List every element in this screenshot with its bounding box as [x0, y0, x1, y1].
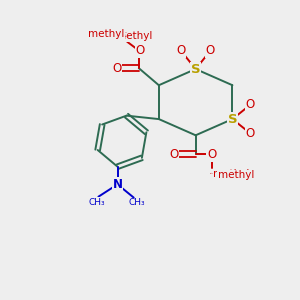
- Text: O: O: [112, 61, 122, 75]
- Text: methyl: methyl: [123, 32, 128, 33]
- Text: N: N: [112, 178, 122, 191]
- Text: O: O: [206, 44, 215, 57]
- Text: O: O: [207, 148, 217, 161]
- Text: CH₃: CH₃: [88, 197, 105, 206]
- Text: methyl: methyl: [88, 29, 124, 39]
- Text: S: S: [191, 62, 200, 76]
- Text: CH₃: CH₃: [129, 198, 146, 207]
- Text: methyl: methyl: [209, 172, 214, 174]
- Text: methyl: methyl: [213, 169, 250, 179]
- Text: methyl: methyl: [121, 39, 126, 40]
- Text: methyl: methyl: [124, 36, 130, 37]
- Text: methyl: methyl: [218, 170, 254, 180]
- Text: O: O: [176, 44, 185, 57]
- Text: O: O: [169, 148, 178, 161]
- Text: O: O: [245, 127, 255, 140]
- Text: methyl: methyl: [116, 31, 152, 41]
- Text: S: S: [228, 112, 237, 126]
- Text: methoxy: methoxy: [116, 39, 123, 40]
- Text: O: O: [245, 98, 255, 111]
- Text: O: O: [136, 44, 145, 57]
